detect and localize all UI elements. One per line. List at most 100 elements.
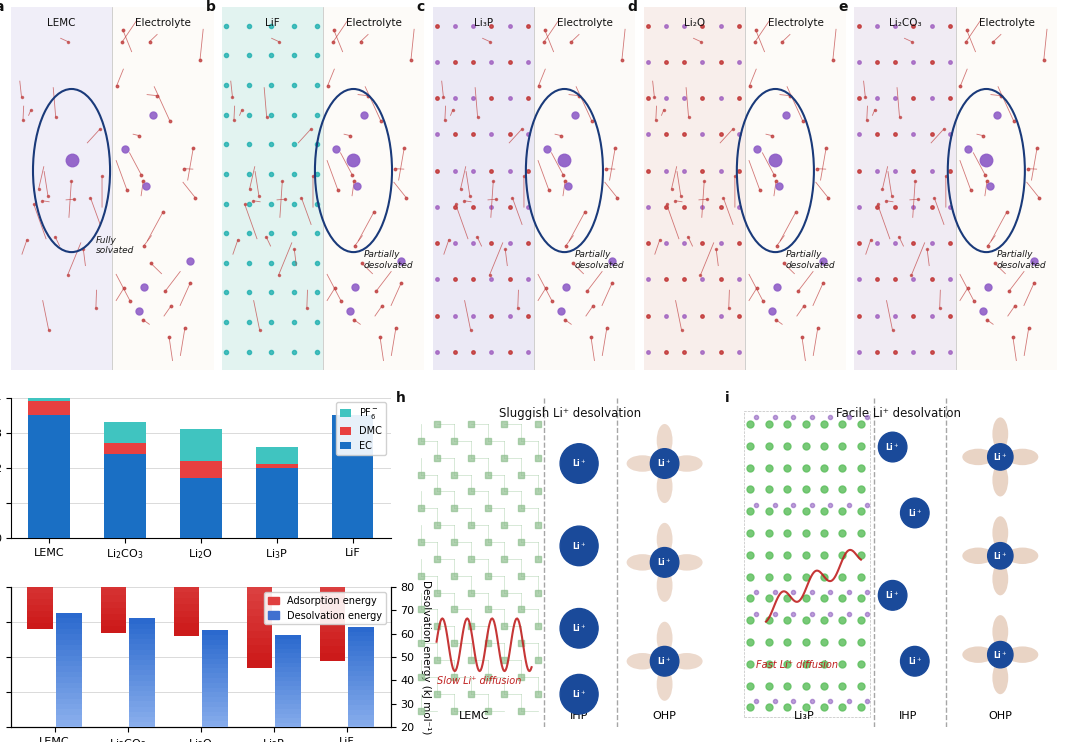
Bar	[174, 560, 200, 567]
Ellipse shape	[1007, 548, 1038, 564]
Legend: Adsorption energy, Desolvation energy: Adsorption energy, Desolvation energy	[264, 592, 386, 625]
Bar	[129, 670, 155, 675]
Bar	[348, 680, 374, 686]
Bar	[174, 453, 200, 459]
Bar	[100, 459, 126, 465]
Bar	[247, 476, 272, 484]
Ellipse shape	[671, 554, 703, 571]
Bar	[255, 447, 298, 464]
Bar	[202, 735, 227, 741]
Bar	[174, 535, 200, 542]
Bar	[319, 632, 345, 639]
Bar	[129, 665, 155, 670]
Bar	[348, 651, 374, 656]
Bar	[100, 508, 126, 515]
Bar	[174, 580, 200, 585]
Bar	[28, 544, 53, 550]
Bar	[174, 623, 200, 630]
Bar	[129, 691, 155, 696]
Text: Sluggish Li⁺ desolvation: Sluggish Li⁺ desolvation	[499, 407, 641, 421]
Bar	[104, 422, 145, 443]
Bar	[276, 640, 301, 644]
Bar	[276, 663, 301, 667]
Bar	[276, 681, 301, 686]
Ellipse shape	[992, 418, 1008, 450]
Circle shape	[988, 542, 1012, 569]
Text: Slow Li⁺ diffusion: Slow Li⁺ diffusion	[437, 676, 521, 686]
Text: OHP: OHP	[988, 711, 1012, 720]
Bar	[247, 646, 272, 653]
Bar	[276, 700, 301, 704]
Bar	[100, 515, 126, 521]
Bar	[276, 658, 301, 663]
Bar	[28, 623, 53, 629]
Bar	[319, 575, 345, 582]
Bar	[104, 443, 145, 453]
Text: Li$^+$: Li$^+$	[657, 655, 672, 667]
Bar	[56, 634, 81, 640]
Text: Electrolyte: Electrolyte	[768, 19, 823, 28]
Text: Partially
desolvated: Partially desolvated	[786, 250, 835, 269]
Bar	[276, 728, 301, 732]
Bar	[319, 547, 345, 554]
Text: Li$^+$: Li$^+$	[908, 507, 922, 519]
Bar	[28, 605, 53, 611]
Bar	[129, 644, 155, 649]
Bar	[332, 415, 374, 538]
Bar	[28, 562, 53, 568]
Bar	[56, 640, 81, 645]
Bar	[348, 700, 374, 705]
Bar	[247, 623, 272, 631]
Bar	[348, 631, 374, 637]
Bar	[56, 666, 81, 672]
Bar	[100, 565, 126, 571]
Bar	[276, 644, 301, 649]
Bar	[129, 649, 155, 654]
Bar	[247, 550, 272, 557]
Bar	[319, 582, 345, 589]
Bar	[276, 732, 301, 737]
Bar	[956, 7, 1057, 370]
Bar	[348, 656, 374, 661]
Text: Li₃P: Li₃P	[794, 711, 814, 720]
Circle shape	[988, 642, 1012, 668]
Bar	[100, 528, 126, 533]
Bar	[276, 718, 301, 723]
Ellipse shape	[992, 615, 1008, 648]
Text: Li₂O: Li₂O	[684, 19, 705, 28]
Bar	[202, 659, 227, 663]
Circle shape	[650, 646, 679, 676]
Circle shape	[650, 548, 679, 577]
Text: Li$^+$: Li$^+$	[571, 458, 586, 470]
Text: IHP: IHP	[899, 711, 917, 720]
Ellipse shape	[627, 653, 658, 669]
Bar	[276, 737, 301, 741]
Bar	[319, 475, 345, 482]
Ellipse shape	[657, 424, 673, 457]
Bar	[202, 731, 227, 735]
Bar	[28, 508, 53, 513]
Bar	[104, 453, 145, 538]
Bar	[28, 525, 53, 532]
Text: Fast Li⁺ diffusion: Fast Li⁺ diffusion	[756, 660, 838, 670]
Bar	[348, 705, 374, 710]
Ellipse shape	[1007, 646, 1038, 663]
Text: i: i	[725, 391, 729, 405]
Bar	[129, 738, 155, 742]
Bar	[255, 467, 298, 538]
Bar	[319, 625, 345, 632]
Text: Li$^+$: Li$^+$	[908, 655, 922, 667]
Ellipse shape	[962, 646, 994, 663]
Bar	[174, 598, 200, 605]
Bar	[247, 469, 272, 476]
Bar	[100, 602, 126, 608]
Text: d: d	[627, 0, 638, 14]
Bar	[319, 461, 345, 468]
Bar	[319, 510, 345, 518]
Bar	[129, 722, 155, 727]
Bar	[319, 568, 345, 575]
Bar	[348, 676, 374, 680]
Bar	[276, 672, 301, 677]
Bar	[348, 720, 374, 725]
Bar	[247, 462, 272, 469]
